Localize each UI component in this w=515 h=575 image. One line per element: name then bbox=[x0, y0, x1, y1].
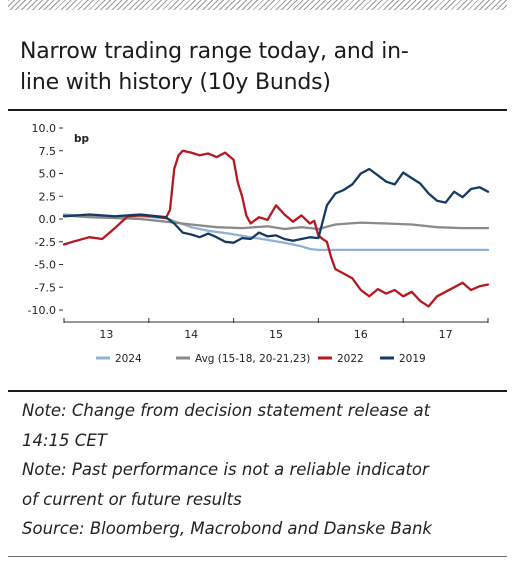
legend-label-3: 2019 bbox=[399, 353, 426, 365]
y-tick-label: -7.5 bbox=[35, 281, 56, 294]
y-tick-label: 5.0 bbox=[39, 168, 57, 181]
y-tick-label: 7.5 bbox=[39, 145, 57, 158]
legend: 2024 Avg (15-18, 20-21,23) 2022 2019 bbox=[96, 353, 426, 365]
legend-label-0: 2024 bbox=[115, 353, 142, 365]
chart-bottom-divider bbox=[8, 390, 507, 392]
y-tick-label: 0.0 bbox=[39, 213, 57, 226]
chart-title-line-1: Narrow trading range today, and in- bbox=[20, 39, 409, 64]
series-line-0 bbox=[62, 213, 490, 252]
bottom-divider bbox=[8, 556, 507, 557]
y-tick-label: 2.5 bbox=[39, 190, 57, 203]
note-line-4: of current or future results bbox=[22, 489, 242, 509]
note-line-2: 14:15 CET bbox=[22, 430, 107, 450]
series-line-3 bbox=[62, 167, 490, 244]
chart-title: Narrow trading range today, and in- line… bbox=[20, 36, 490, 98]
y-axis: 10.0 7.5 5.0 2.5 0.0 -2.5 -5.0 -7.5 -10.0 bp bbox=[28, 122, 90, 317]
source-line: Source: Bloomberg, Macrobond and Danske … bbox=[22, 519, 432, 538]
x-tick-label: 14 bbox=[184, 328, 198, 341]
line-chart: 10.0 7.5 5.0 2.5 0.0 -2.5 -5.0 -7.5 -10.0 bp 13 14… bbox=[28, 122, 490, 365]
top-divider bbox=[8, 109, 507, 111]
x-tick-label: 13 bbox=[99, 328, 113, 341]
x-tick-label: 15 bbox=[269, 328, 283, 341]
note-line-1: Note: Change from decision statement rel… bbox=[22, 401, 431, 420]
y-tick-label: -10.0 bbox=[28, 304, 56, 317]
legend-label-2: 2022 bbox=[337, 353, 364, 365]
x-tick-label: 17 bbox=[439, 328, 453, 341]
y-tick-label: 10.0 bbox=[32, 122, 57, 135]
series-lines bbox=[62, 149, 490, 308]
y-tick-label: -2.5 bbox=[35, 236, 56, 249]
x-tick-label: 16 bbox=[354, 328, 368, 341]
notes-block: Note: Change from decision statement rel… bbox=[22, 396, 507, 544]
note-line-3: Note: Past performance is not a reliable… bbox=[22, 460, 429, 479]
y-axis-label: bp bbox=[74, 133, 90, 145]
chart-title-line-2: line with history (10y Bunds) bbox=[20, 70, 331, 95]
legend-label-1: Avg (15-18, 20-21,23) bbox=[195, 353, 310, 365]
series-line-2 bbox=[62, 149, 490, 308]
x-axis: 13 14 15 16 17 bbox=[63, 318, 489, 341]
header-hatch-band bbox=[8, 0, 507, 10]
y-tick-label: -5.0 bbox=[35, 259, 56, 272]
series-line-1 bbox=[62, 214, 490, 231]
